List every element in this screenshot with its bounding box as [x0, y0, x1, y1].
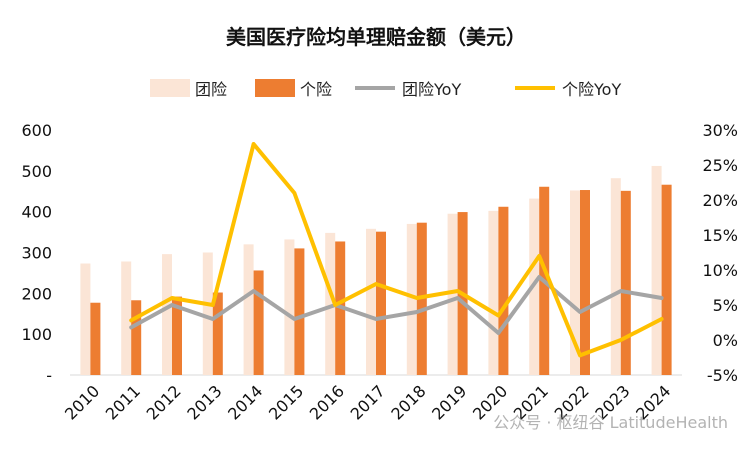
legend-label: 团险YoY [402, 80, 461, 99]
bar-团险 [325, 232, 336, 375]
x-tick-label: 2012 [143, 381, 185, 423]
chart-title: 美国医疗险均单理赔金额（美元） [226, 25, 526, 49]
x-tick-label: 2016 [306, 381, 348, 423]
y-right-tick-label: 0% [713, 331, 738, 350]
bar-个险 [90, 302, 101, 375]
y-left-tick-label: 200 [21, 284, 52, 303]
x-tick-label: 2011 [102, 381, 144, 423]
bar-个险 [131, 300, 142, 375]
y-right-tick-label: 30% [702, 121, 738, 140]
x-tick-label: 2015 [265, 381, 307, 423]
line-团险YoY [129, 275, 664, 335]
legend-label: 个险 [300, 80, 332, 99]
y-left-tick-label: - [46, 366, 52, 385]
legend-label: 团险 [195, 80, 227, 99]
watermark: 公众号 · 枢纽谷 LatitudeHealth [493, 413, 728, 432]
legend-label: 个险YoY [562, 80, 621, 99]
y-right-tick-label: 20% [702, 191, 738, 210]
bar-团险 [80, 263, 91, 375]
bar-团险 [406, 223, 417, 375]
bar-团险 [243, 244, 254, 375]
bar-个险 [498, 206, 509, 375]
bar-个险 [376, 231, 386, 375]
bar-个险 [294, 248, 305, 375]
x-tick-label: 2017 [347, 381, 389, 423]
y-right-axis: -5% 0% 5% 10% 15% 20% 25% 30% [702, 121, 738, 385]
y-right-tick-label: 15% [702, 226, 738, 245]
bar-团险 [366, 228, 376, 375]
x-tick-label: 2019 [428, 381, 470, 423]
bar-团险 [610, 178, 621, 375]
x-tick-label: 2010 [61, 381, 103, 423]
bar-团险 [447, 213, 458, 375]
bar-个险 [212, 292, 223, 375]
x-tick-label: 2018 [387, 381, 429, 423]
x-tick-label: 2013 [183, 381, 225, 423]
bar-团险 [284, 239, 295, 375]
y-left-tick-label: 300 [21, 244, 52, 263]
legend: 团险 个险 团险YoY 个险YoY [150, 79, 621, 99]
bars [80, 165, 672, 375]
bar-个险 [253, 270, 264, 375]
bar-团险 [570, 190, 580, 375]
bar-团险 [488, 210, 499, 375]
x-tick-label: 2014 [224, 381, 266, 423]
bar-个险 [661, 184, 672, 375]
y-left-tick-label: 500 [21, 162, 52, 181]
legend-swatch [150, 79, 190, 97]
lines [129, 142, 664, 358]
y-left-tick-label: 100 [21, 325, 52, 344]
y-left-tick-label: 400 [21, 203, 52, 222]
y-left-axis: - 100 200 300 400 500 600 [21, 121, 52, 385]
y-right-tick-label: 25% [702, 156, 738, 175]
bar-个险 [580, 190, 590, 375]
line-个险YoY [129, 142, 664, 358]
y-right-tick-label: -5% [707, 366, 738, 385]
y-right-tick-label: 5% [713, 296, 738, 315]
bar-团险 [121, 261, 132, 375]
y-right-tick-label: 10% [702, 261, 738, 280]
bar-团险 [651, 165, 662, 375]
bar-个险 [620, 190, 631, 375]
bar-团险 [202, 252, 213, 375]
bar-团险 [162, 254, 172, 375]
legend-swatch [255, 79, 295, 97]
bar-个险 [172, 296, 182, 375]
y-left-tick-label: 600 [21, 121, 52, 140]
